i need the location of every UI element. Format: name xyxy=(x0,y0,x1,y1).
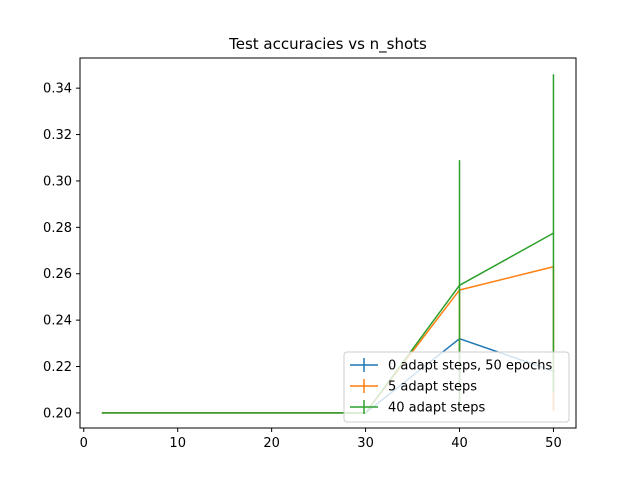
legend-item: 0 adapt steps, 50 epochs xyxy=(350,358,552,374)
y-tick-label: 0.32 xyxy=(43,128,72,143)
legend-label: 40 adapt steps xyxy=(388,401,485,416)
legend-item: 5 adapt steps xyxy=(350,379,477,395)
y-tick-label: 0.22 xyxy=(43,360,72,375)
data-point xyxy=(101,412,104,414)
x-tick-label: 30 xyxy=(357,436,374,451)
y-tick-label: 0.34 xyxy=(43,82,72,97)
x-tick-label: 50 xyxy=(545,436,562,451)
y-tick-label: 0.20 xyxy=(43,406,72,421)
x-tick-label: 10 xyxy=(169,436,186,451)
plot-area-frame xyxy=(79,57,577,429)
data-point xyxy=(552,232,555,234)
y-tick-label: 0.30 xyxy=(43,174,72,189)
legend-label: 5 adapt steps xyxy=(388,380,477,395)
y-tick-label: 0.24 xyxy=(43,314,72,329)
y-tick-label: 0.26 xyxy=(43,267,72,282)
x-axis: 0 10 20 30 40 50 xyxy=(80,428,562,451)
legend-box xyxy=(343,351,570,423)
x-tick-label: 40 xyxy=(451,436,468,451)
legend: 0 adapt steps, 50 epochs 5 adapt steps 40 … xyxy=(343,351,570,423)
data-point xyxy=(458,284,461,287)
series-line xyxy=(102,232,554,414)
y-axis: 0.20 0.22 0.24 0.26 0.28 0.30 0.32 0.34 xyxy=(43,82,80,421)
chart-title: Test accuracies vs n_shots xyxy=(228,35,427,54)
x-tick-label: 0 xyxy=(80,436,88,451)
legend-item: 40 adapt steps xyxy=(350,400,485,416)
legend-label: 0 adapt steps, 50 epochs xyxy=(388,359,552,374)
x-tick-label: 20 xyxy=(263,436,280,451)
y-tick-label: 0.28 xyxy=(43,221,72,236)
